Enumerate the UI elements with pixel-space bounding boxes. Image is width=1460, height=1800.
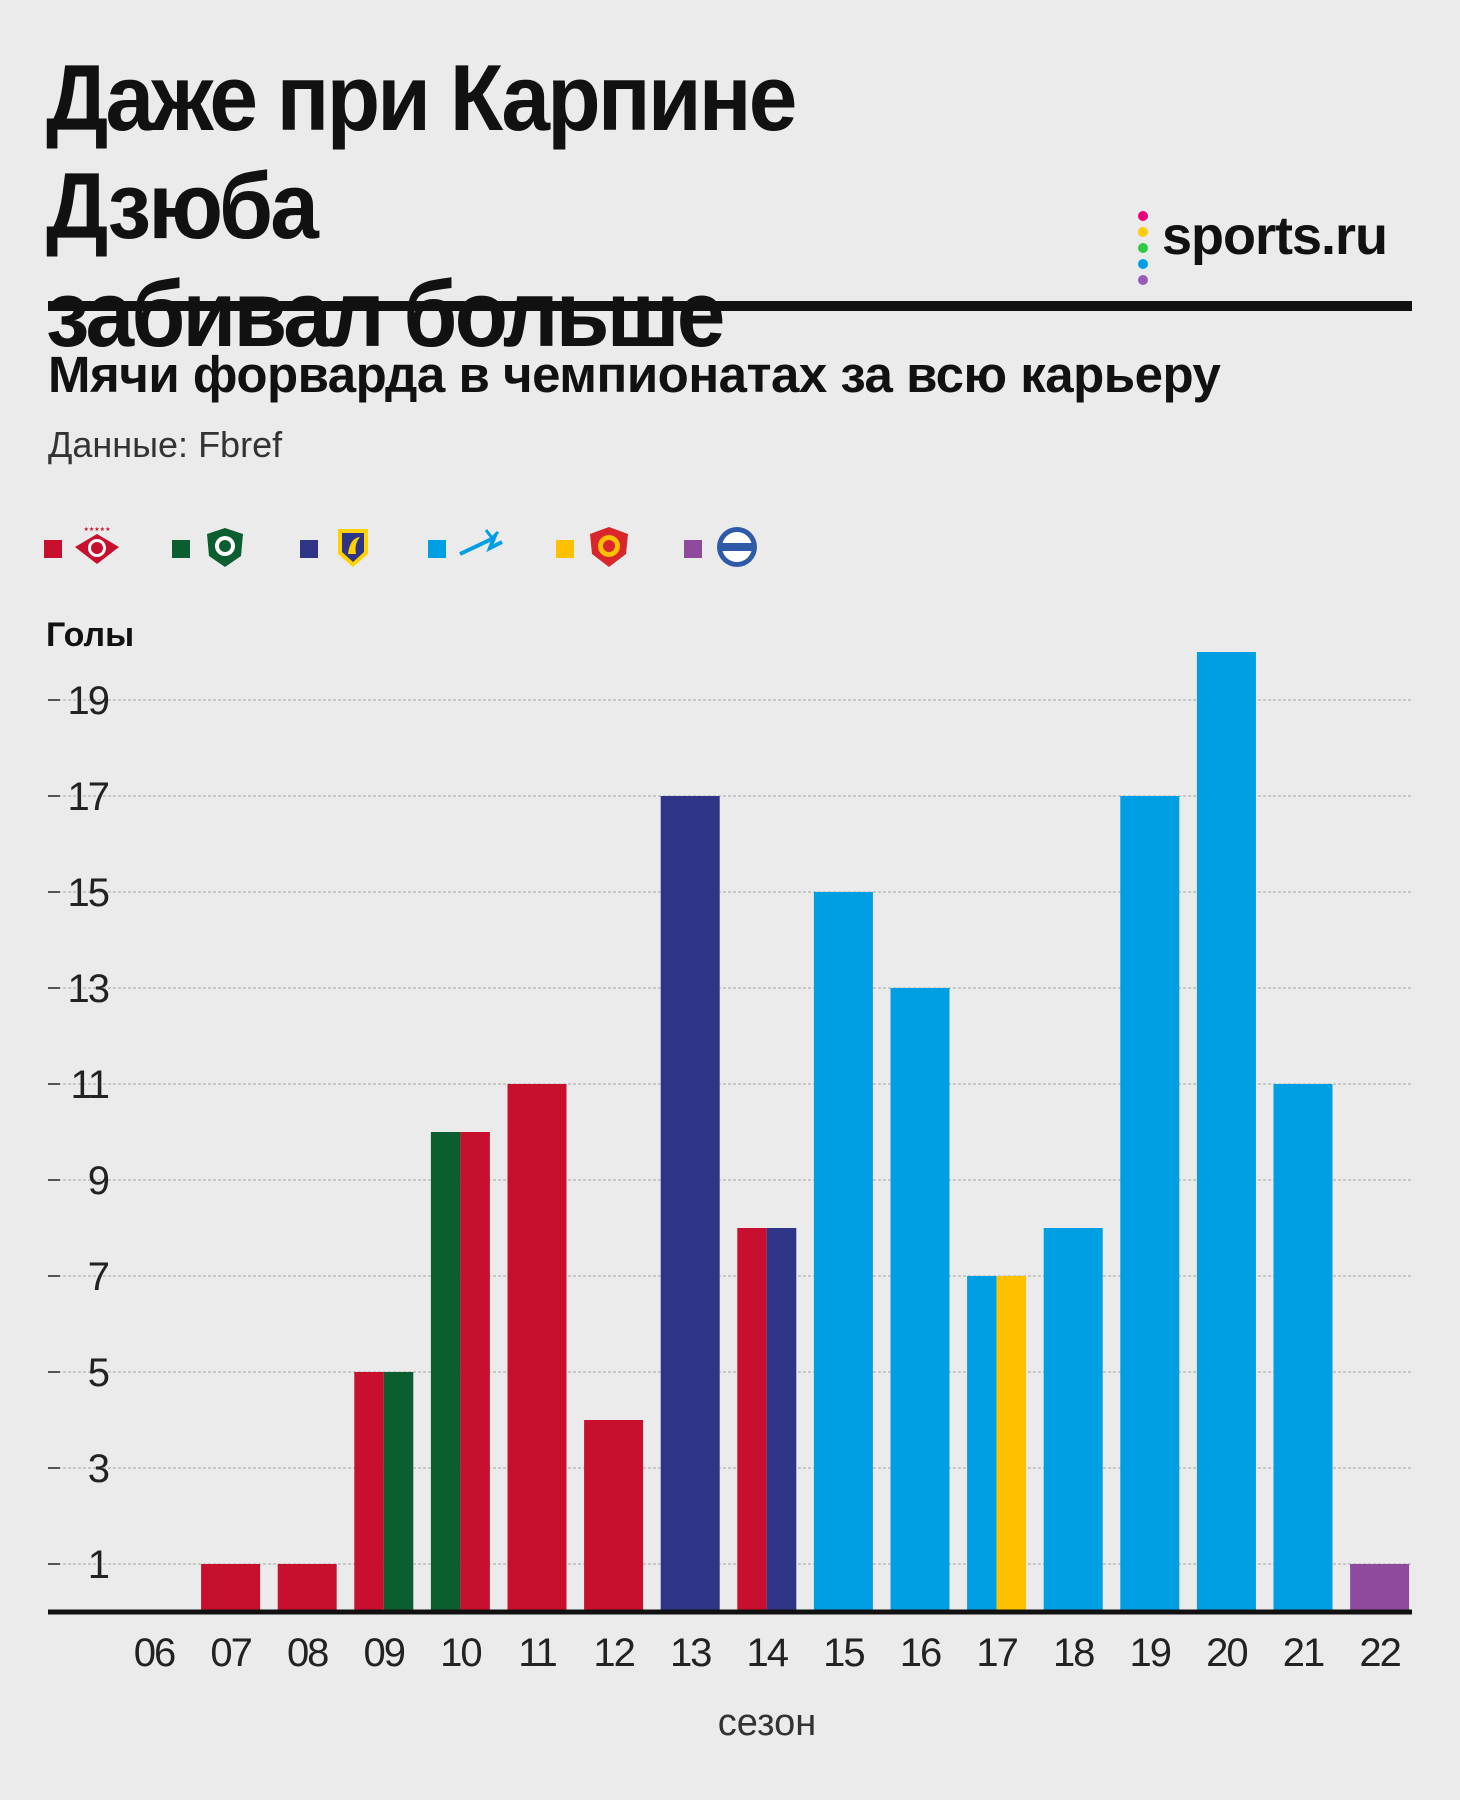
y-tick-label: 7 [88, 1255, 109, 1299]
brand-dot [1138, 227, 1148, 237]
legend-swatch [428, 540, 446, 558]
x-tick-label: 07 [210, 1631, 251, 1675]
bar-09-part-1 [354, 1372, 384, 1612]
header-divider [48, 301, 1412, 311]
title-line-2: забивал больше [46, 261, 725, 366]
y-tick-label: 13 [68, 967, 109, 1011]
brand-dot [1138, 259, 1148, 269]
bar-19 [1120, 796, 1180, 1612]
bar-07 [201, 1564, 261, 1612]
bar-08 [277, 1564, 337, 1612]
bar-13 [660, 796, 720, 1612]
bar-11 [507, 1084, 567, 1612]
bar-09-part-2 [383, 1372, 414, 1612]
spartak-logo-icon: ★★★★★ [75, 526, 119, 564]
bar-22 [1350, 1564, 1410, 1612]
brand-dot [1138, 211, 1148, 221]
x-tick-label: 20 [1206, 1631, 1247, 1675]
y-tick-label: 15 [68, 871, 109, 915]
bar-16 [890, 988, 950, 1612]
x-tick-label: 12 [593, 1631, 634, 1675]
x-tick-label: 21 [1283, 1631, 1324, 1675]
x-tick-label: 14 [747, 1631, 789, 1675]
y-tick-label: 1 [88, 1543, 109, 1587]
chart-title: Даже при Карпине Дзюба забивал больше [46, 44, 1069, 368]
brand-name: sports.ru [1162, 206, 1388, 266]
club-legend: ★★★★★ [44, 520, 804, 576]
data-source: Данные: Fbref [48, 424, 283, 465]
legend-swatch [556, 540, 574, 558]
y-tick-label: 3 [88, 1447, 109, 1491]
bar-14-part-1 [737, 1228, 767, 1612]
bar-18 [1043, 1228, 1103, 1612]
title-line-1: Даже при Карпине Дзюба [46, 45, 797, 258]
chart-subtitle: Мячи форварда в чемпионатах за всю карье… [48, 346, 1221, 403]
x-tick-label: 18 [1053, 1631, 1094, 1675]
x-tick-label: 19 [1130, 1631, 1171, 1675]
bar-10-part-2 [460, 1132, 490, 1612]
x-tick-label: 08 [287, 1631, 328, 1675]
y-tick-label: 19 [68, 679, 109, 723]
arsenal-logo-icon [590, 527, 628, 567]
legend-swatch [300, 540, 318, 558]
bar-17-part-2 [996, 1276, 1027, 1612]
brand-dots-icon [1138, 211, 1148, 291]
y-tick-label: 5 [88, 1351, 109, 1395]
legend-swatch [172, 540, 190, 558]
x-tick-label: 17 [976, 1631, 1017, 1675]
brand-dot [1138, 275, 1148, 285]
x-tick-label: 10 [440, 1631, 481, 1675]
bar-10-part-1 [430, 1132, 461, 1612]
x-tick-label: 13 [670, 1631, 711, 1675]
bar-20 [1196, 652, 1256, 1612]
svg-text:★★★★★: ★★★★★ [84, 526, 111, 533]
y-tick-label: 17 [68, 775, 109, 819]
x-tick-label: 11 [518, 1631, 556, 1675]
y-tick-label: 11 [70, 1063, 108, 1107]
x-tick-label: 09 [364, 1631, 405, 1675]
x-tick-label: 06 [134, 1631, 175, 1675]
x-tick-label: 16 [900, 1631, 941, 1675]
x-axis-label: сезон [718, 1702, 816, 1744]
bar-12 [584, 1420, 644, 1612]
y-axis-label: Голы [46, 616, 135, 654]
bar-14-part-2 [766, 1228, 797, 1612]
legend-swatch [44, 540, 62, 558]
tom-logo-icon [207, 528, 243, 567]
brand-dot [1138, 243, 1148, 253]
y-tick-label: 9 [88, 1159, 109, 1203]
rostov-logo-icon [338, 529, 368, 567]
zenit-logo-icon [459, 529, 503, 556]
adana-demirspor-logo-icon [717, 527, 757, 567]
x-tick-label: 15 [823, 1631, 864, 1675]
bar-15 [813, 892, 873, 1612]
legend-swatch [684, 540, 702, 558]
bar-17-part-1 [967, 1276, 997, 1612]
x-tick-label: 22 [1359, 1631, 1400, 1675]
bar-21 [1273, 1084, 1333, 1612]
